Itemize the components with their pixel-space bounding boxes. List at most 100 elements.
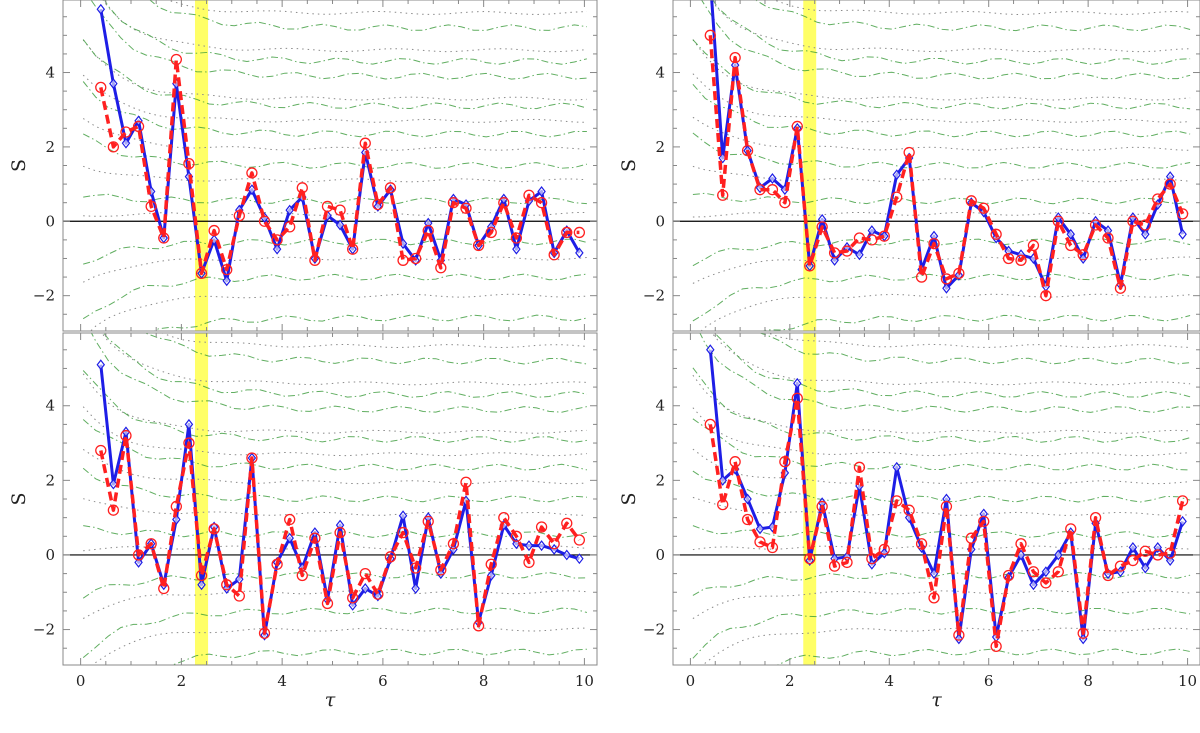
guide-dotted bbox=[82, 118, 587, 151]
data-point-diamond bbox=[524, 540, 534, 552]
guide-dashdot bbox=[82, 607, 588, 658]
data-point-circle bbox=[535, 197, 548, 209]
series-line-blue-solid bbox=[710, 0, 1185, 290]
x-tick-label: 8 bbox=[1083, 672, 1093, 690]
data-point-diamond bbox=[575, 553, 584, 565]
data-point-circle bbox=[573, 534, 586, 546]
data-point-circle bbox=[1089, 219, 1102, 231]
data-point-circle bbox=[195, 569, 208, 582]
data-point-circle bbox=[1077, 627, 1089, 639]
data-point-circle bbox=[183, 157, 195, 170]
data-point-circle bbox=[1040, 290, 1052, 302]
data-point-circle bbox=[158, 582, 170, 595]
guide-dotted bbox=[82, 256, 587, 283]
guide-dashdot bbox=[170, 648, 587, 665]
guide-dashdot bbox=[761, 314, 1191, 331]
x-tick-label: 4 bbox=[277, 672, 287, 690]
data-point-diamond bbox=[209, 234, 219, 246]
data-point-diamond bbox=[1054, 212, 1063, 224]
guide-dashdot bbox=[90, 0, 587, 80]
data-point-circle bbox=[145, 538, 157, 550]
data-point-circle bbox=[485, 226, 497, 239]
data-point-circle bbox=[928, 592, 940, 604]
x-tick-label: 6 bbox=[984, 672, 994, 690]
data-point-circle bbox=[704, 29, 716, 41]
data-point-circle bbox=[523, 189, 535, 201]
data-point-circle bbox=[729, 51, 741, 64]
data-point-diamond bbox=[575, 247, 584, 259]
data-point-circle bbox=[1065, 239, 1077, 252]
x-tick-label: 10 bbox=[1178, 672, 1197, 690]
data-point-circle bbox=[1102, 232, 1114, 244]
data-point-circle bbox=[561, 517, 573, 529]
y-tick-label: 0 bbox=[655, 212, 665, 230]
x-tick-label: 2 bbox=[785, 672, 795, 690]
guide-dashdot bbox=[83, 238, 588, 265]
data-point-circle bbox=[717, 498, 729, 511]
guide-dashdot bbox=[692, 607, 1191, 659]
data-point-diamond bbox=[499, 193, 509, 205]
guide-dashdot bbox=[692, 192, 1191, 205]
data-point-circle bbox=[284, 221, 296, 233]
data-point-diamond bbox=[1178, 228, 1187, 240]
highlight-band bbox=[803, 0, 817, 331]
guide-dashdot bbox=[692, 367, 1191, 443]
data-point-circle bbox=[1152, 193, 1164, 205]
guide-dotted bbox=[102, 0, 587, 53]
data-point-circle bbox=[1027, 239, 1040, 252]
data-point-circle bbox=[1114, 282, 1127, 294]
data-point-circle bbox=[754, 536, 766, 548]
data-point-circle bbox=[1114, 560, 1127, 572]
data-point-circle bbox=[816, 500, 828, 513]
data-point-diamond bbox=[1066, 228, 1076, 240]
data-point-circle bbox=[132, 549, 145, 561]
series-line-red-dashed bbox=[708, 35, 1185, 298]
data-point-circle bbox=[347, 243, 359, 255]
guide-dotted bbox=[1009, 330, 1120, 331]
data-point-circle bbox=[766, 184, 779, 196]
data-point-circle bbox=[321, 597, 334, 610]
guide-dotted bbox=[90, 293, 587, 331]
data-point-diamond bbox=[272, 243, 282, 255]
data-point-circle bbox=[523, 556, 535, 569]
plot-area bbox=[673, 0, 1200, 331]
data-point-circle bbox=[891, 191, 903, 203]
data-point-circle bbox=[107, 141, 120, 153]
panel-top-left: −2 0 2 4 S bbox=[8, 0, 598, 332]
guide-dotted bbox=[161, 333, 587, 349]
series-line-red-dashed bbox=[99, 433, 581, 636]
data-point-diamond bbox=[1054, 549, 1063, 561]
data-point-diamond bbox=[755, 523, 765, 535]
data-point-circle bbox=[866, 553, 878, 565]
data-point-circle bbox=[953, 629, 965, 641]
guide-dotted bbox=[92, 627, 587, 665]
data-point-circle bbox=[965, 195, 977, 207]
data-point-diamond bbox=[96, 3, 106, 15]
data-point-circle bbox=[561, 226, 573, 239]
series-line-blue-solid bbox=[99, 9, 581, 283]
highlight-band bbox=[803, 333, 817, 665]
y-tick-label: 0 bbox=[45, 546, 55, 564]
data-point-diamond bbox=[562, 549, 572, 561]
data-point-circle bbox=[309, 254, 321, 266]
x-tick-label: 0 bbox=[76, 672, 86, 690]
guide-dotted bbox=[766, 333, 1191, 349]
guide-dotted bbox=[692, 374, 1191, 434]
plot-area bbox=[63, 333, 597, 665]
data-point-diamond bbox=[121, 137, 131, 149]
data-point-circle bbox=[853, 232, 866, 244]
data-point-circle bbox=[246, 452, 258, 464]
data-point-circle bbox=[246, 167, 258, 179]
guide-dotted bbox=[702, 627, 1191, 665]
guide-dotted bbox=[692, 407, 1191, 457]
data-point-circle bbox=[510, 530, 523, 542]
guide-dashdot bbox=[699, 333, 1191, 413]
data-point-circle bbox=[472, 620, 485, 632]
data-point-diamond bbox=[1128, 542, 1138, 553]
data-point-circle bbox=[195, 267, 208, 280]
data-point-circle bbox=[1052, 215, 1064, 227]
data-point-circle bbox=[460, 202, 472, 214]
data-point-diamond bbox=[537, 540, 546, 552]
data-point-circle bbox=[816, 221, 828, 233]
guide-dashdot bbox=[103, 333, 588, 398]
